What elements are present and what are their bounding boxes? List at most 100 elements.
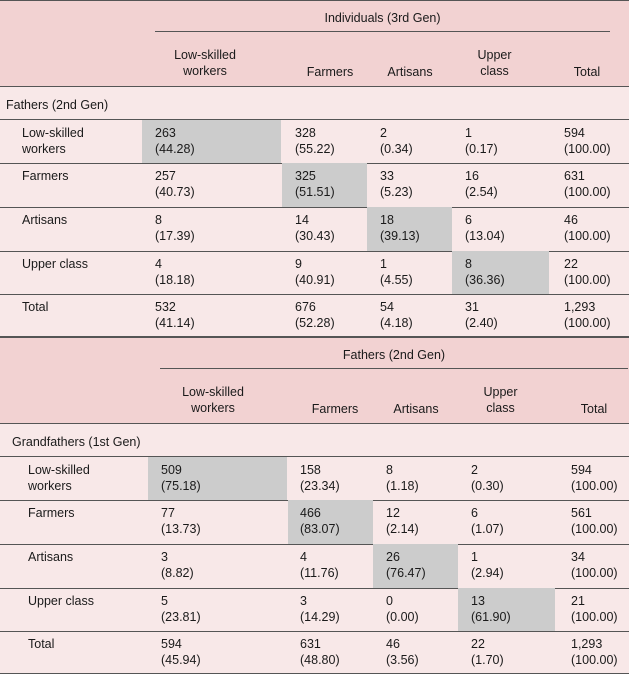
column-header-line: Low-skilled [174,48,236,62]
cell-count: 8 [155,213,162,227]
cell-percent: (61.90) [471,610,511,624]
cell-percent: (14.29) [300,610,340,624]
cell-count: 1 [380,257,387,271]
cell-percent: (0.17) [465,142,498,156]
table-cell: 2 (0.34) [380,125,413,157]
column-group-rule [155,31,610,32]
table-cell: 6 (13.04) [465,212,505,244]
column-header: Farmers [300,401,370,417]
column-header-line: Farmers [311,402,359,416]
row-label-line: Total [22,300,49,314]
cell-percent: (11.76) [300,566,339,580]
cell-count: 8 [386,463,393,477]
cell-count: 158 [300,463,321,477]
column-header-line: Artisans [393,402,439,416]
row-label-line: Farmers [22,169,69,183]
column-header: Total [564,401,624,417]
column-header: Farmers [295,64,365,80]
column-header: Upper class [458,384,543,416]
cell-percent: (4.55) [380,273,413,287]
table-cell: 1 (2.94) [471,549,504,581]
cell-count: 631 [564,169,585,183]
table-top-rule [0,0,629,1]
cell-count: 9 [295,257,302,271]
cell-count: 22 [564,257,578,271]
table-cell: 77 (13.73) [161,505,201,537]
diagonal-cell-highlight [373,544,458,588]
cell-percent: (2.54) [465,185,498,199]
cell-percent: (40.73) [155,185,195,199]
cell-percent: (36.36) [465,273,505,287]
cell-count: 4 [155,257,162,271]
cell-count: 12 [386,506,400,520]
cell-percent: (76.47) [386,566,426,580]
table-cell: 1 (4.55) [380,256,413,288]
table-cell: 532 (41.14) [155,299,195,331]
table-cell: 4 (18.18) [155,256,195,288]
cell-percent: (18.18) [155,273,195,287]
cell-percent: (51.51) [295,185,335,199]
cell-count: 2 [471,463,478,477]
cell-percent: (8.82) [161,566,194,580]
cell-percent: (30.43) [295,229,335,243]
diagonal-cell-highlight [288,500,373,544]
row-group-rule [0,119,629,120]
row-rule [0,207,629,208]
column-header-line: class [480,64,509,78]
cell-percent: (100.00) [564,185,611,199]
diagonal-cell-highlight [148,457,287,500]
table-cell: 21 (100.00) [571,593,618,625]
cell-percent: (1.70) [471,653,504,667]
cell-percent: (13.73) [161,522,201,536]
column-header-line: Upper [483,385,518,399]
cell-count: 509 [161,463,182,477]
cell-percent: (0.00) [386,610,419,624]
table-panel: Fathers (2nd Gen) Low-skilled workers Farme… [0,337,629,674]
column-header-line: Total [580,402,608,416]
header-rule [0,86,629,87]
table-cell: 631 (100.00) [564,168,611,200]
table-cell: 18 (39.13) [380,212,420,244]
cell-percent: (0.34) [380,142,413,156]
table-cell: 2 (0.30) [471,462,504,494]
row-label-line: Farmers [28,506,75,520]
row-label: Total [22,299,48,315]
cell-percent: (45.94) [161,653,201,667]
row-group-label: Fathers (2nd Gen) [6,98,109,112]
table-cell: 3 (14.29) [300,593,340,625]
cell-percent: (2.14) [386,522,419,536]
table-cell: 631 (48.80) [300,636,340,668]
cell-count: 631 [300,637,321,651]
column-header-line: Low-skilled [182,385,244,399]
cell-count: 21 [571,594,585,608]
cell-count: 676 [295,300,316,314]
cell-count: 3 [300,594,307,608]
column-header: Artisans [380,64,440,80]
column-group-header: Individuals (3rd Gen) [324,11,441,25]
row-label: Artisans [22,212,67,228]
cell-percent: (52.28) [295,316,335,330]
table-cell: 34 (100.00) [571,549,618,581]
cell-count: 2 [380,126,387,140]
cell-percent: (100.00) [571,610,618,624]
column-header-line: Total [573,65,601,79]
table-cell: 594 (100.00) [564,125,611,157]
cell-percent: (100.00) [571,522,618,536]
column-header-line: Farmers [306,65,354,79]
row-label: Low-skilled workers [22,125,84,157]
table-cell: 33 (5.23) [380,168,413,200]
table-cell: 46 (100.00) [564,212,611,244]
cell-count: 594 [571,463,592,477]
table-cell: 594 (100.00) [571,462,618,494]
cell-percent: (3.56) [386,653,419,667]
cell-count: 26 [386,550,400,564]
cell-percent: (39.13) [380,229,420,243]
column-header: Low-skilled workers [163,384,263,416]
table-top-rule [0,337,629,338]
table-cell: 22 (100.00) [564,256,611,288]
cell-count: 257 [155,169,176,183]
cell-percent: (4.18) [380,316,413,330]
table-header [0,0,629,86]
table-cell: 26 (76.47) [386,549,426,581]
